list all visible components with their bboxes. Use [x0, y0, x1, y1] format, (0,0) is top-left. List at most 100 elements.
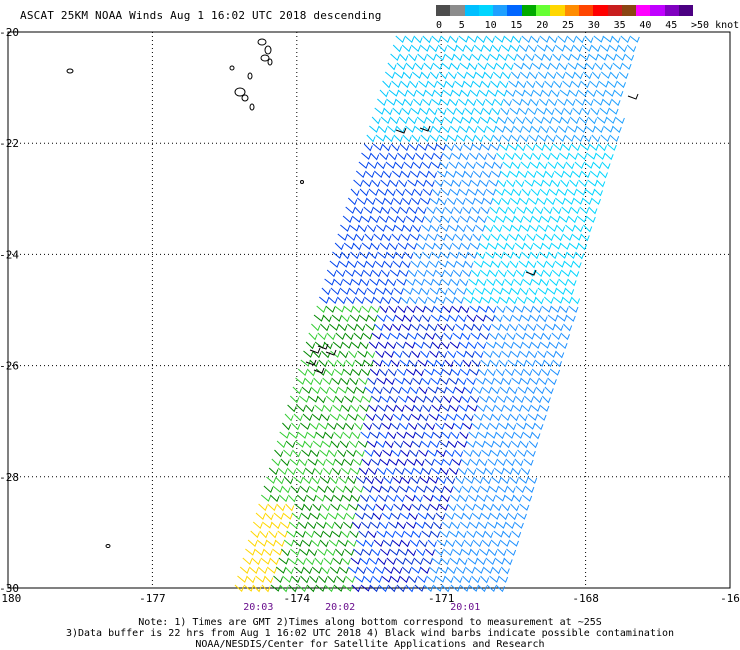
wind-barb: [417, 512, 428, 520]
wind-barb: [538, 377, 548, 386]
wind-barb: [512, 35, 522, 44]
wind-barb: [502, 377, 512, 386]
wind-barb: [384, 71, 395, 79]
wind-barb: [565, 314, 576, 322]
wind-barb: [499, 233, 509, 242]
wind-barb: [357, 503, 368, 512]
wind-barb: [570, 296, 581, 305]
wind-barb: [570, 143, 581, 152]
wind-barb: [478, 395, 489, 403]
wind-barb: [522, 62, 533, 71]
wind-barb: [363, 512, 374, 520]
wind-barb: [329, 323, 340, 331]
wind-barb: [342, 584, 353, 592]
wind-barb: [353, 485, 364, 493]
wind-barb: [513, 215, 524, 224]
wind-barb: [433, 89, 444, 98]
wind-barb: [401, 44, 412, 53]
wind-barb: [354, 512, 365, 520]
wind-barb: [385, 161, 396, 169]
wind-barb: [463, 80, 474, 88]
wind-barb: [392, 260, 403, 269]
wind-barb: [483, 287, 494, 296]
wind-barb: [445, 386, 456, 394]
wind-barb: [340, 377, 350, 386]
wind-barb: [527, 476, 538, 484]
wind-barb: [427, 386, 438, 394]
wind-barb: [279, 431, 290, 439]
wind-barb: [504, 278, 514, 287]
wind-barb: [591, 71, 601, 80]
wind-barb: [471, 422, 482, 430]
wind-barb: [458, 494, 469, 503]
wind-barb: [316, 395, 326, 404]
color-swatch: [436, 5, 451, 16]
wind-barb: [437, 476, 447, 485]
wind-barb: [452, 269, 463, 278]
wind-barb: [312, 503, 322, 512]
wind-barb: [415, 458, 425, 467]
wind-barb: [318, 575, 328, 584]
wind-barb: [440, 341, 450, 350]
wind-barb: [521, 188, 531, 197]
wind-barb: [264, 512, 274, 521]
wind-barb: [495, 431, 505, 440]
wind-barb: [382, 170, 392, 179]
wind-barb: [373, 539, 384, 548]
wind-barb: [588, 53, 599, 61]
wind-barb: [570, 206, 580, 215]
wind-barb: [375, 287, 386, 295]
wind-barb: [527, 323, 537, 332]
wind-barb: [327, 422, 337, 431]
wind-barb: [456, 134, 467, 142]
wind-barb: [338, 413, 349, 422]
wind-barb: [351, 431, 361, 440]
wind-barb: [409, 80, 419, 89]
wind-barb: [333, 584, 344, 592]
wind-barb: [470, 548, 480, 557]
wind-barb: [365, 323, 376, 331]
wind-barb: [462, 296, 474, 304]
wind-barb: [604, 89, 615, 97]
color-swatch: [507, 5, 522, 16]
wind-barb: [602, 98, 612, 106]
wind-barb: [283, 449, 293, 458]
wind-barb: [611, 98, 621, 107]
wind-barb: [396, 521, 407, 530]
wind-barb: [276, 440, 287, 449]
wind-barb: [376, 224, 386, 232]
wind-barb: [438, 503, 449, 511]
wind-barb: [450, 368, 461, 377]
wind-barb: [367, 530, 377, 539]
wind-barb: [472, 386, 483, 395]
wind-barb: [543, 296, 554, 305]
wind-barb: [486, 521, 498, 529]
wind-barb: [559, 152, 570, 160]
wind-barb: [477, 368, 488, 377]
wind-barb: [325, 305, 336, 313]
wind-barb: [512, 98, 523, 106]
wind-barb: [493, 161, 503, 170]
wind-barb: [368, 557, 379, 565]
wind-barb: [437, 413, 448, 421]
wind-barb: [452, 179, 462, 188]
wind-barb: [406, 152, 416, 161]
contaminated-wind-barb: [317, 343, 329, 350]
wind-barb: [382, 80, 392, 89]
wind-barb: [326, 269, 337, 278]
wind-barb: [452, 116, 463, 124]
color-swatch: [493, 5, 508, 16]
wind-barb: [480, 422, 490, 431]
wind-barb: [408, 422, 418, 431]
wind-barb: [424, 152, 434, 161]
wind-barb: [361, 305, 372, 314]
wind-barb: [327, 359, 337, 368]
wind-barb: [567, 125, 578, 133]
wind-barb: [518, 260, 529, 268]
wind-barb: [449, 341, 460, 349]
wind-barb: [446, 260, 457, 268]
wind-barb: [543, 143, 553, 152]
wind-barb: [321, 440, 332, 448]
wind-barb: [349, 314, 360, 323]
wind-barb: [389, 332, 400, 340]
